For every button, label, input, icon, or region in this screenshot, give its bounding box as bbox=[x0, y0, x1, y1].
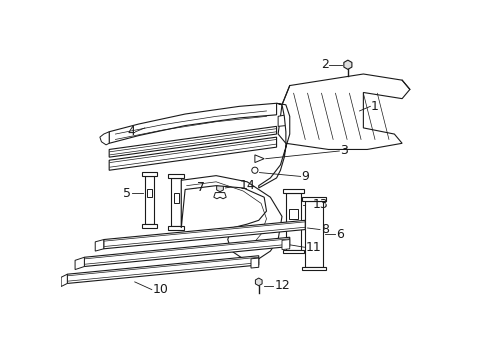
Polygon shape bbox=[213, 193, 226, 199]
Text: 14: 14 bbox=[239, 179, 255, 192]
Text: 11: 11 bbox=[305, 241, 320, 254]
Polygon shape bbox=[282, 239, 289, 249]
Text: 5: 5 bbox=[122, 187, 131, 200]
Polygon shape bbox=[61, 274, 67, 287]
Polygon shape bbox=[258, 103, 289, 188]
Polygon shape bbox=[282, 189, 304, 193]
Text: 1: 1 bbox=[370, 100, 378, 113]
Text: 8: 8 bbox=[320, 223, 328, 236]
Text: 10: 10 bbox=[152, 283, 168, 296]
Polygon shape bbox=[109, 103, 276, 143]
Polygon shape bbox=[305, 201, 323, 266]
Polygon shape bbox=[100, 132, 109, 145]
Polygon shape bbox=[278, 115, 285, 126]
Polygon shape bbox=[288, 209, 298, 219]
Polygon shape bbox=[103, 220, 305, 249]
Polygon shape bbox=[147, 189, 151, 197]
Text: 2: 2 bbox=[320, 58, 328, 71]
Text: 3: 3 bbox=[340, 144, 347, 157]
Text: 4: 4 bbox=[126, 125, 135, 138]
Polygon shape bbox=[168, 226, 184, 230]
Polygon shape bbox=[84, 237, 289, 266]
Polygon shape bbox=[343, 60, 351, 69]
Text: 13: 13 bbox=[312, 198, 328, 211]
Polygon shape bbox=[302, 197, 325, 201]
Polygon shape bbox=[285, 193, 301, 249]
Polygon shape bbox=[75, 257, 84, 270]
Polygon shape bbox=[216, 184, 223, 192]
Polygon shape bbox=[181, 176, 282, 259]
Polygon shape bbox=[254, 155, 264, 163]
Polygon shape bbox=[278, 74, 409, 149]
Polygon shape bbox=[142, 224, 157, 228]
Polygon shape bbox=[168, 174, 184, 178]
Polygon shape bbox=[109, 126, 276, 157]
Text: 6: 6 bbox=[336, 228, 344, 240]
Polygon shape bbox=[144, 176, 154, 224]
Polygon shape bbox=[95, 239, 103, 251]
Polygon shape bbox=[255, 278, 262, 286]
Polygon shape bbox=[173, 193, 179, 203]
Text: 9: 9 bbox=[301, 170, 308, 183]
Polygon shape bbox=[302, 266, 325, 270]
Polygon shape bbox=[282, 249, 304, 253]
Polygon shape bbox=[67, 256, 258, 283]
Polygon shape bbox=[171, 178, 181, 226]
Text: 12: 12 bbox=[274, 279, 289, 292]
Polygon shape bbox=[250, 258, 258, 268]
Polygon shape bbox=[109, 137, 276, 170]
Polygon shape bbox=[142, 172, 157, 176]
Text: 7: 7 bbox=[196, 181, 204, 194]
